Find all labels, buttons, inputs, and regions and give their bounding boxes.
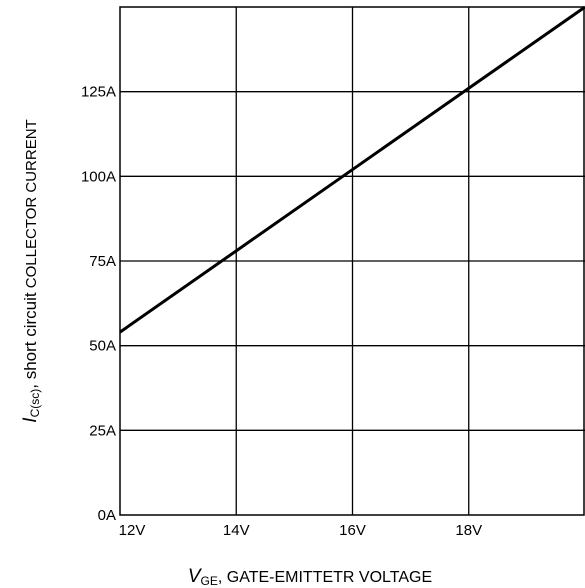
- x-tick-label: 16V: [339, 522, 366, 539]
- series-layer: [119, 5, 585, 334]
- y-tick-label: 50A: [89, 338, 116, 355]
- y-axis-label: IC(sc), short circuit COLLECTOR CURRENT: [20, 119, 42, 422]
- y-axis-subscript: C(sc): [28, 389, 42, 418]
- x-axis-subscript: GE: [201, 574, 218, 588]
- x-tick-label: 12V: [119, 522, 146, 539]
- y-tick-label: 0A: [98, 507, 116, 524]
- y-tick-label: 75A: [89, 253, 116, 270]
- y-tick-labels: 0A 25A 50A 75A 100A 125A: [81, 84, 116, 524]
- y-tick-label: 25A: [89, 422, 116, 439]
- x-axis-label: VGE, GATE-EMITTETR VOLTAGE: [188, 566, 432, 588]
- y-axis-text-end: COLLECTOR CURRENT: [23, 119, 40, 292]
- series-line: [119, 5, 585, 334]
- y-axis-symbol: I: [20, 417, 41, 423]
- x-tick-label: 18V: [455, 522, 482, 539]
- x-axis-text: , GATE-EMITTETR VOLTAGE: [218, 569, 432, 586]
- y-axis-text-mid: , short circuit: [21, 292, 40, 389]
- x-axis-symbol: V: [188, 566, 203, 587]
- x-tick-label: 14V: [223, 522, 250, 539]
- y-tick-label: 125A: [81, 84, 116, 101]
- y-tick-label: 100A: [81, 168, 116, 185]
- plot-frame: [119, 6, 585, 516]
- x-tick-labels: 12V 14V 16V 18V: [119, 522, 482, 539]
- grid-lines: [120, 7, 585, 515]
